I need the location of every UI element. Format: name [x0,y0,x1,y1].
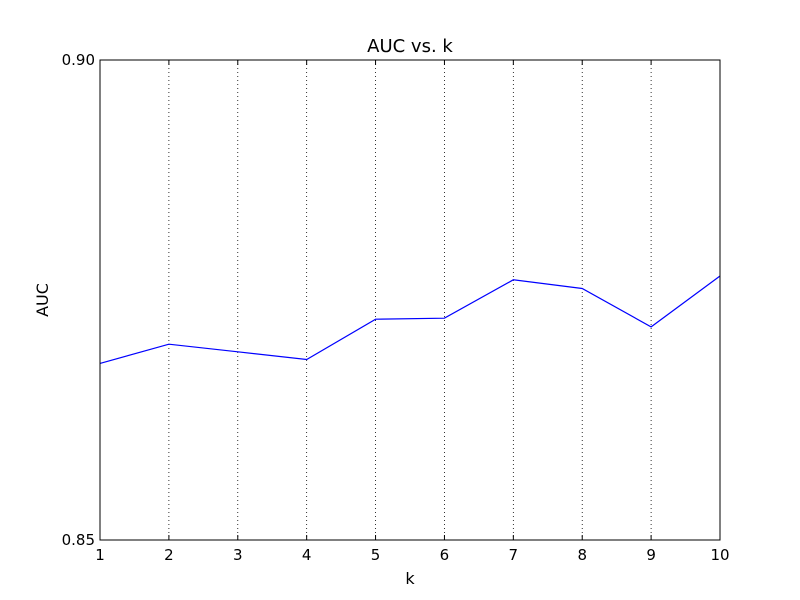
x-tick-labels: 1 2 3 4 5 6 7 8 9 10 [95,546,729,564]
y-tick-label: 0.85 [62,531,95,549]
x-tick-label: 2 [164,546,174,564]
x-tick-label: 10 [710,546,729,564]
chart-title: AUC vs. k [367,36,453,57]
x-tick-label: 4 [302,546,312,564]
y-tick-label: 0.90 [62,51,95,69]
x-tick-label: 8 [577,546,587,564]
grid-lines [168,60,652,540]
x-axis-label: k [405,569,415,588]
y-axis-label: AUC [33,283,52,317]
plot-background [100,60,720,540]
axis-ticks [99,59,721,541]
series-line [99,275,721,364]
x-tick-label: 7 [509,546,519,564]
series-group [99,275,721,364]
x-tick-label: 3 [233,546,243,564]
y-tick-labels: 0.85 0.90 [62,51,95,549]
plot-frame [99,59,721,541]
x-tick-label: 1 [95,546,105,564]
x-tick-label: 5 [371,546,381,564]
x-tick-label: 6 [440,546,450,564]
x-tick-label: 9 [646,546,656,564]
